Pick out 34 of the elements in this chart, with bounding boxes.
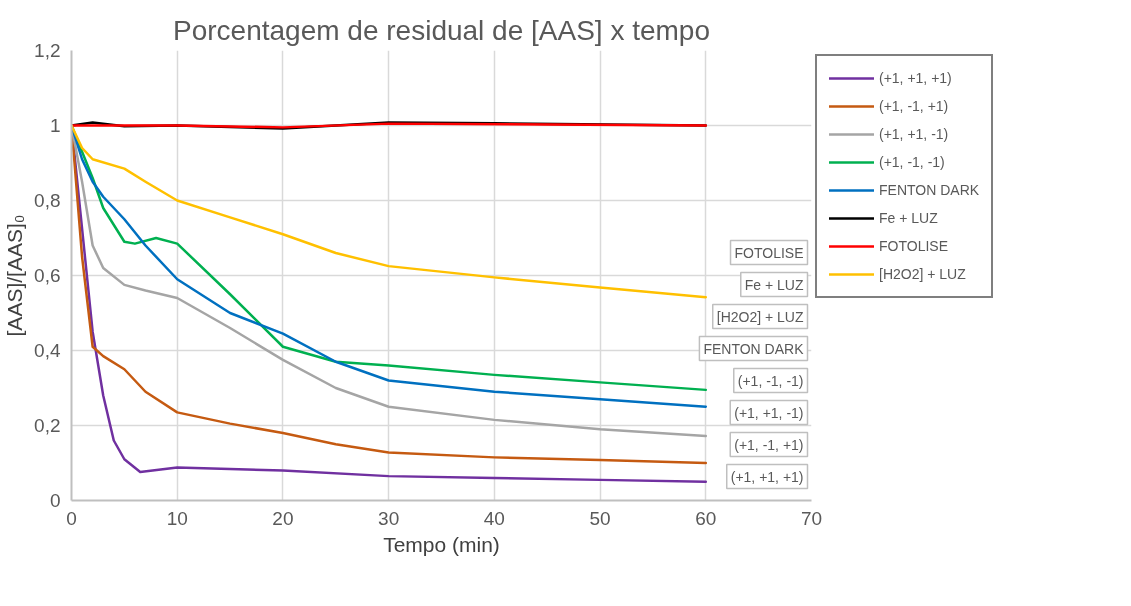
annotation: Fe + LUZ [744, 276, 804, 293]
y-tick-label: 0 [49, 490, 61, 511]
legend-label: (+1, -1, -1) [879, 154, 945, 170]
y-axis-title: [AAS]/[AAS]₀ [3, 214, 27, 337]
annotation: (+1, +1, +1) [730, 468, 804, 485]
annotation: [H2O2] + LUZ [716, 308, 804, 325]
annotation: (+1, -1, -1) [737, 372, 804, 389]
annotation: FENTON DARK [703, 340, 805, 357]
x-axis-title: Tempo (min) [383, 532, 500, 556]
x-tick-label: 50 [589, 507, 611, 529]
legend-label: [H2O2] + LUZ [879, 266, 966, 282]
annotation: (+1, +1, -1) [734, 404, 804, 421]
x-tick-label: 60 [695, 507, 717, 529]
x-tick-label: 0 [66, 507, 77, 529]
x-tick-label: 40 [483, 507, 505, 529]
x-tick-label: 70 [800, 507, 823, 529]
chart-title: Porcentagem de residual de [AAS] x tempo [173, 14, 710, 46]
legend-label: (+1, -1, +1) [879, 98, 949, 114]
legend-label: FOTOLISE [879, 238, 948, 254]
legend-label: Fe + LUZ [879, 210, 938, 226]
annotation: (+1, -1, +1) [734, 436, 804, 453]
y-tick-label: 0,4 [34, 340, 61, 361]
x-tick-label: 30 [378, 507, 400, 529]
y-tick-label: 0,2 [34, 415, 61, 436]
legend-label: (+1, +1, -1) [879, 126, 949, 142]
y-tick-label: 1 [49, 115, 61, 136]
x-tick-label: 20 [272, 507, 294, 529]
annotation: FOTOLISE [734, 244, 804, 261]
y-tick-label: 1,2 [34, 40, 61, 61]
y-tick-label: 0,8 [34, 190, 61, 211]
x-tick-label: 10 [166, 507, 188, 529]
legend-label: FENTON DARK [879, 182, 980, 198]
y-tick-label: 0,6 [34, 265, 61, 286]
legend-label: (+1, +1, +1) [879, 70, 952, 86]
